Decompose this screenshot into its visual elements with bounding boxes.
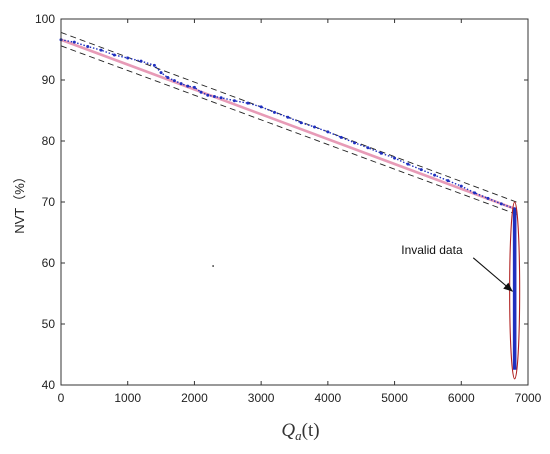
- data-point: [199, 90, 203, 94]
- data-point: [192, 85, 196, 89]
- data-point: [286, 115, 290, 119]
- y-tick-label: 70: [42, 195, 56, 209]
- data-point: [486, 196, 490, 200]
- data-point: [166, 76, 170, 80]
- data-point: [379, 151, 383, 155]
- x-axis-label: Qa(t): [281, 420, 319, 443]
- outlier-point: [212, 265, 215, 267]
- data-point: [272, 110, 276, 114]
- x-axis-label-subscript: a: [295, 428, 302, 443]
- data-point: [126, 56, 130, 60]
- data-point: [212, 94, 216, 98]
- x-tick-label: 3000: [248, 391, 275, 405]
- data-point: [179, 82, 183, 86]
- plot-background: [61, 19, 528, 385]
- x-tick-label: 6000: [448, 391, 475, 405]
- data-point: [139, 59, 143, 63]
- data-trace: [60, 39, 515, 210]
- x-tick-label: 7000: [515, 391, 542, 405]
- data-point: [313, 125, 317, 129]
- y-tick-label: 90: [42, 73, 56, 87]
- annotation-arrow-head: [503, 282, 513, 292]
- data-point: [419, 168, 423, 172]
- axes-layer: 0 1000 2000 3000 4000 5000 6000 7000 40 50 60 70 80 9…: [35, 12, 542, 405]
- data-point: [499, 202, 503, 206]
- data-point: [112, 53, 116, 57]
- data-point: [473, 191, 477, 195]
- data-point: [72, 40, 76, 44]
- data-point: [406, 162, 410, 166]
- plot-area: [61, 19, 528, 385]
- data-point: [86, 44, 90, 48]
- data-point: [353, 141, 357, 145]
- data-point: [232, 99, 236, 103]
- x-tick-label: 5000: [381, 391, 408, 405]
- data-point: [446, 179, 450, 183]
- data-point: [393, 156, 397, 160]
- data-point: [366, 146, 370, 150]
- x-tick-label: 4000: [315, 391, 342, 405]
- y-tick-label: 50: [42, 317, 56, 331]
- y-tick-label: 80: [42, 134, 56, 148]
- data-point: [152, 63, 156, 67]
- x-tick-label: 0: [58, 391, 65, 405]
- y-tick-label: 40: [42, 378, 56, 392]
- data-point: [339, 135, 343, 139]
- y-tick-label: 60: [42, 256, 56, 270]
- data-point: [206, 93, 210, 97]
- x-tick-label: 2000: [181, 391, 208, 405]
- y-axis-label: NVT（%）: [12, 170, 27, 234]
- y-tick-label: 100: [35, 12, 55, 26]
- data-point: [159, 71, 163, 75]
- data-point: [459, 184, 463, 188]
- data-point: [259, 105, 263, 109]
- data-point: [299, 121, 303, 125]
- data-point: [186, 84, 190, 88]
- data-point: [246, 101, 250, 105]
- data-point: [99, 48, 103, 52]
- x-tick-label: 1000: [114, 391, 141, 405]
- data-layer: [59, 31, 521, 380]
- data-point: [219, 96, 223, 100]
- annotation-label: Invalid data: [401, 243, 463, 257]
- x-axis-label-argument: (t): [302, 420, 320, 441]
- data-point: [433, 173, 437, 177]
- fit-line: [60, 38, 516, 210]
- x-axis-label-base: Q: [281, 420, 295, 441]
- bound-line-lower: [60, 45, 519, 216]
- data-point: [326, 130, 330, 134]
- data-point: [172, 79, 176, 83]
